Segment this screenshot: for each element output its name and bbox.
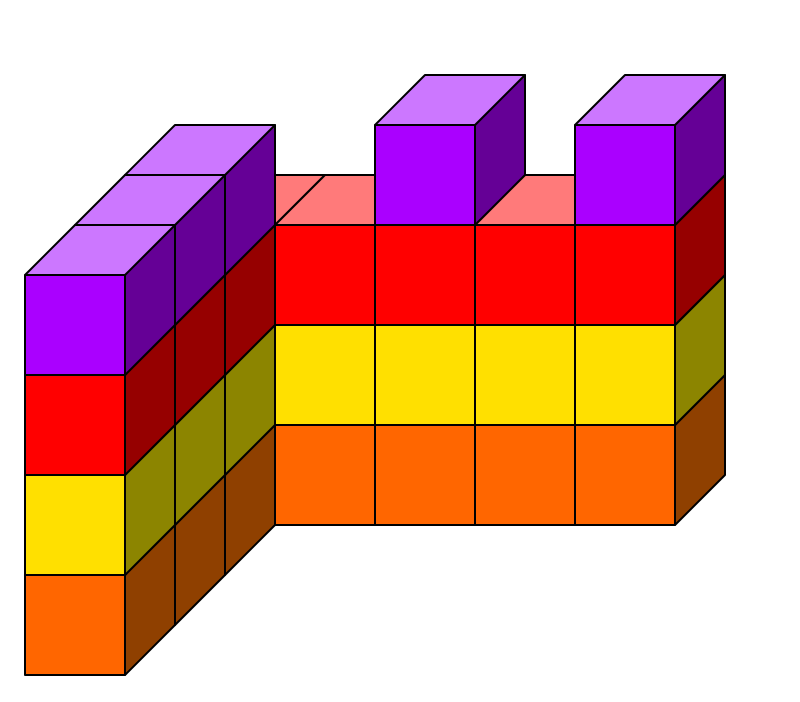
red-cube-front [474,224,576,326]
yellow-cube-front [274,324,376,426]
yellow-cube-front [574,324,676,426]
orange-cube-front [374,424,476,526]
orange-cube-front [274,424,376,526]
red-cube-front [24,374,126,476]
yellow-cube-front [24,474,126,576]
yellow-cube-front [374,324,476,426]
red-cube-front [274,224,376,326]
orange-cube-front [474,424,576,526]
purple-cube-top [574,74,726,126]
cube-stack [24,74,726,676]
purple-cube-front [374,124,476,226]
purple-cube-front [574,124,676,226]
yellow-cube-front [474,324,576,426]
red-cube-front [374,224,476,326]
orange-cube-front [24,574,126,676]
purple-cube-front [24,274,126,376]
orange-cube-front [574,424,676,526]
purple-cube-top [24,224,176,276]
red-cube-front [574,224,676,326]
purple-cube-top [374,74,526,126]
